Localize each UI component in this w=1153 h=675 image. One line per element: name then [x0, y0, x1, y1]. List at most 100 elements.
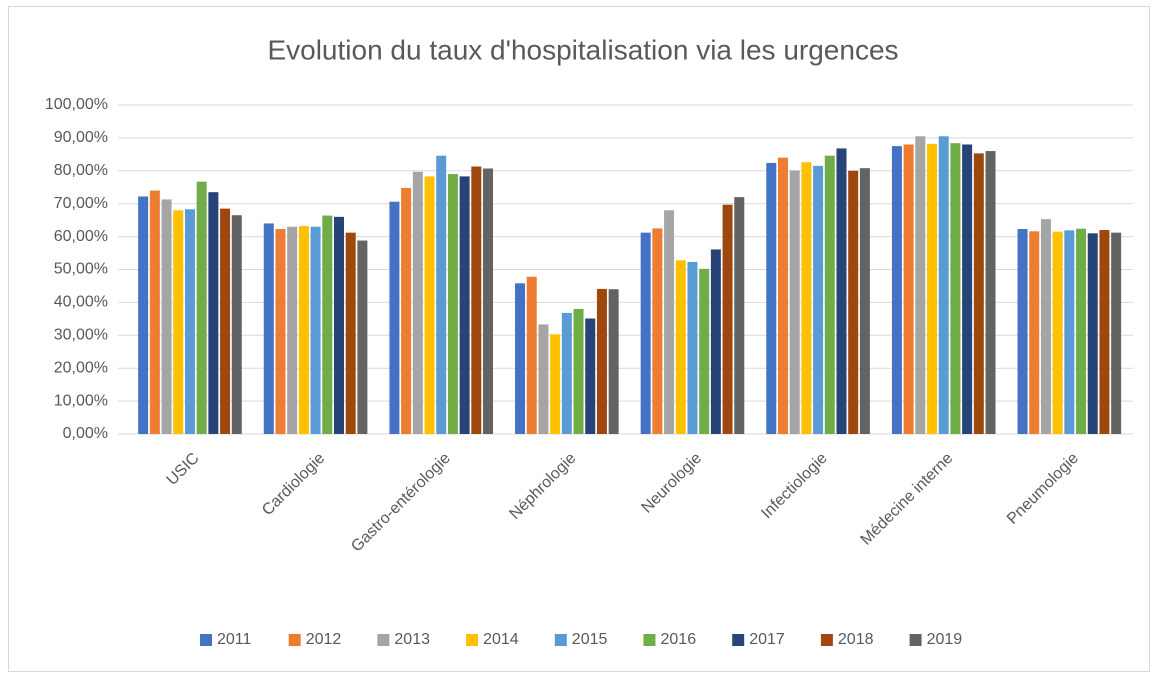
bar [824, 155, 835, 434]
bar [573, 308, 584, 434]
y-tick-label: 50,00% [54, 261, 108, 278]
bar [412, 171, 423, 435]
bar [561, 312, 572, 434]
y-tick-label: 100,00% [45, 96, 108, 113]
bar [515, 283, 526, 434]
bar [401, 187, 412, 434]
bar [766, 162, 777, 435]
legend-label: 2019 [927, 631, 963, 648]
bar [1076, 228, 1087, 434]
bar [471, 166, 482, 434]
bar [915, 136, 926, 434]
legend-swatch [732, 634, 745, 646]
bar [734, 197, 745, 434]
y-tick-label: 10,00% [54, 392, 108, 409]
bar [459, 176, 470, 434]
bar [722, 204, 733, 434]
bar [848, 170, 859, 435]
bar [436, 155, 447, 434]
y-tick-label: 30,00% [54, 327, 108, 344]
bar [891, 146, 902, 434]
bar [640, 232, 651, 434]
bar [1040, 219, 1051, 434]
bar [836, 148, 847, 435]
bar [263, 223, 274, 434]
bar [447, 174, 458, 434]
y-tick-label: 80,00% [54, 162, 108, 179]
bar [298, 226, 309, 434]
bar [1017, 229, 1028, 434]
legend-swatch [200, 634, 212, 646]
bar [196, 181, 207, 434]
bar [287, 226, 298, 434]
bar [1087, 233, 1098, 434]
y-tick-label: 60,00% [54, 228, 108, 245]
y-tick-label: 0,00% [63, 425, 108, 442]
bar [208, 192, 219, 434]
bar [903, 144, 914, 435]
legend-swatch [820, 634, 833, 646]
bar [710, 249, 721, 434]
bar [345, 232, 356, 434]
bar [927, 143, 938, 434]
bar [608, 289, 619, 434]
bar [1099, 230, 1110, 434]
legend-label: 2014 [483, 631, 519, 648]
bar [357, 240, 368, 434]
legend-swatch [288, 634, 301, 646]
bar [231, 215, 242, 434]
bar [1052, 231, 1063, 434]
bar [538, 324, 549, 434]
bar [1064, 230, 1075, 434]
bar [973, 153, 984, 434]
bar [596, 288, 607, 434]
bar [550, 334, 561, 434]
bar [962, 144, 973, 435]
bar [322, 215, 333, 434]
bar [389, 201, 400, 434]
bar [275, 229, 286, 434]
bar [424, 176, 435, 434]
bar [161, 199, 172, 434]
legend-label: 2017 [749, 631, 785, 648]
bar [801, 162, 812, 434]
bar [789, 170, 800, 434]
legend-swatch [909, 634, 922, 646]
bar [699, 268, 710, 434]
bar [813, 165, 824, 435]
legend-swatch [466, 634, 479, 646]
bar [173, 210, 184, 434]
bar [985, 151, 996, 434]
bar [950, 143, 961, 434]
legend-label: 2018 [838, 631, 874, 648]
bar [1111, 232, 1122, 434]
y-tick-label: 20,00% [54, 359, 108, 376]
bar [938, 136, 949, 434]
y-tick-label: 90,00% [54, 129, 108, 146]
y-tick-label: 70,00% [54, 195, 108, 212]
bar [526, 276, 537, 434]
y-tick-label: 40,00% [54, 294, 108, 311]
legend-swatch [377, 634, 390, 646]
bar [664, 210, 675, 434]
legend-label: 2012 [306, 631, 342, 648]
bar [777, 157, 788, 434]
bar [675, 260, 686, 434]
bar [138, 196, 149, 434]
legend-label: 2016 [661, 631, 697, 648]
legend-swatch [554, 634, 567, 646]
bar [859, 168, 870, 434]
legend-swatch [643, 634, 656, 646]
bar [687, 261, 698, 434]
chart-title: Evolution du taux d'hospitalisation via … [267, 34, 898, 65]
legend-label: 2015 [572, 631, 608, 648]
bar [184, 209, 195, 434]
bar [585, 318, 596, 434]
legend-label: 2011 [217, 631, 252, 648]
bar [220, 208, 231, 434]
legend-label: 2013 [394, 631, 430, 648]
bar [483, 168, 494, 434]
bar [652, 228, 663, 434]
bar [1029, 231, 1040, 434]
